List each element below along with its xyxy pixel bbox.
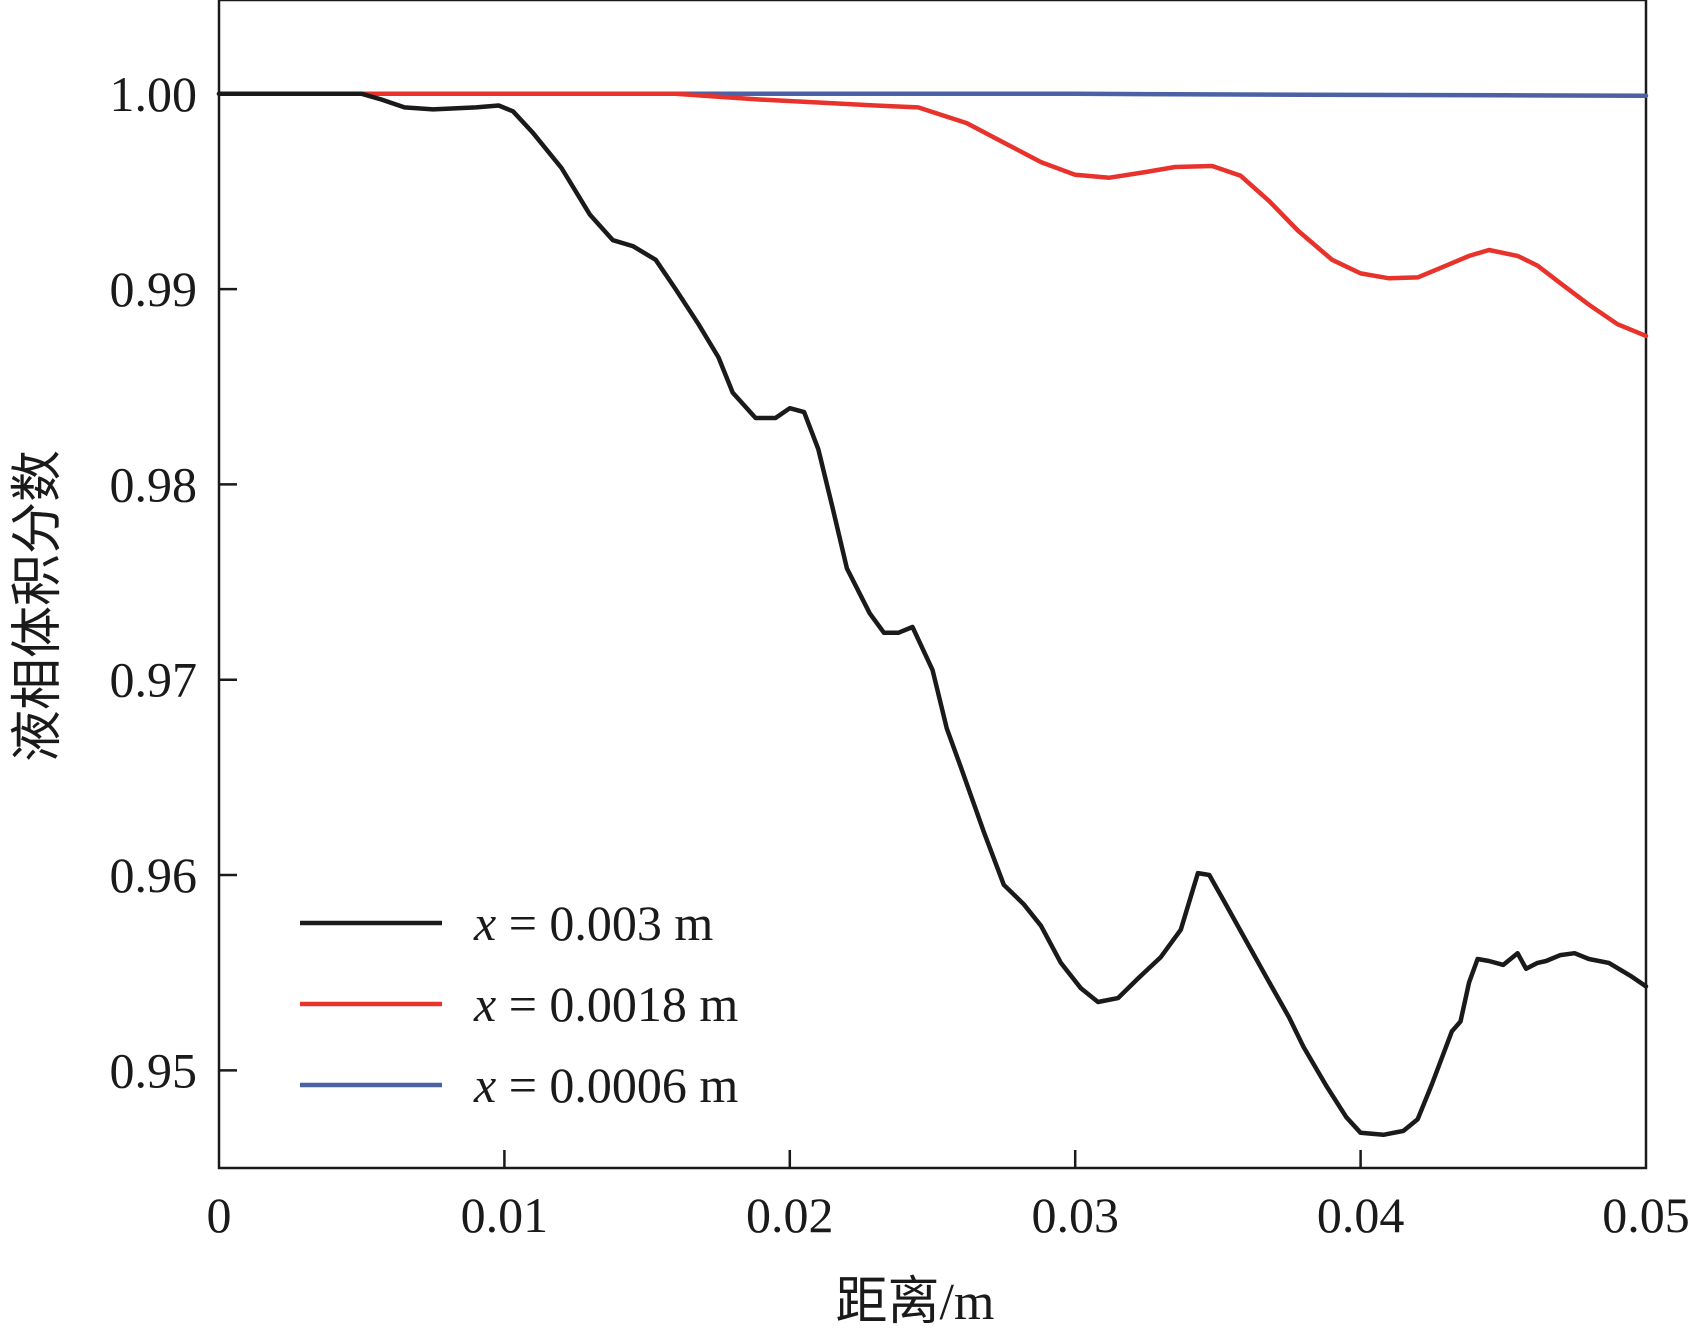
x-tick-label: 0.05 bbox=[1602, 1187, 1690, 1243]
legend-variable: x bbox=[473, 1057, 496, 1113]
x-tick-label: 0.02 bbox=[746, 1187, 834, 1243]
legend-label: x = 0.0018 m bbox=[473, 976, 738, 1032]
series-line bbox=[216, 91, 1649, 1138]
x-tick-label: 0.01 bbox=[461, 1187, 549, 1243]
legend-variable: x bbox=[473, 895, 496, 951]
x-tick-label: 0 bbox=[207, 1187, 232, 1243]
legend-value: = 0.003 m bbox=[496, 895, 713, 951]
y-axis-ticks: 0.95 0.96 0.97 0.98 0.99 1.00 bbox=[110, 66, 237, 1098]
plot-frame bbox=[217, 0, 1648, 1170]
x-axis-label: 距离/m bbox=[836, 1274, 995, 1331]
x-tick-label: 0.04 bbox=[1317, 1187, 1405, 1243]
legend-label: x = 0.0006 m bbox=[473, 1057, 738, 1113]
legend: x = 0.003 mx = 0.0018 mx = 0.0006 m bbox=[300, 895, 738, 1113]
legend-value: = 0.0006 m bbox=[496, 1057, 738, 1113]
plot-area-border bbox=[217, 0, 1648, 1170]
y-tick-label: 1.00 bbox=[110, 66, 198, 122]
y-tick-label: 0.99 bbox=[110, 261, 198, 317]
y-tick-label: 0.98 bbox=[110, 456, 198, 512]
series-line bbox=[216, 91, 1649, 339]
legend-label: x = 0.003 m bbox=[473, 895, 713, 951]
x-tick-label: 0.03 bbox=[1031, 1187, 1119, 1243]
x-axis-ticks: 0 0.01 0.02 0.03 0.04 0.05 bbox=[207, 1150, 1690, 1243]
y-tick-label: 0.95 bbox=[110, 1042, 198, 1098]
series-lines bbox=[216, 91, 1649, 1138]
series-line bbox=[216, 91, 1649, 98]
y-axis-label: 液相体积分数 bbox=[10, 450, 67, 762]
legend-value: = 0.0018 m bbox=[496, 976, 738, 1032]
legend-variable: x bbox=[473, 976, 496, 1032]
y-tick-label: 0.96 bbox=[110, 847, 198, 903]
y-tick-label: 0.97 bbox=[110, 652, 198, 708]
